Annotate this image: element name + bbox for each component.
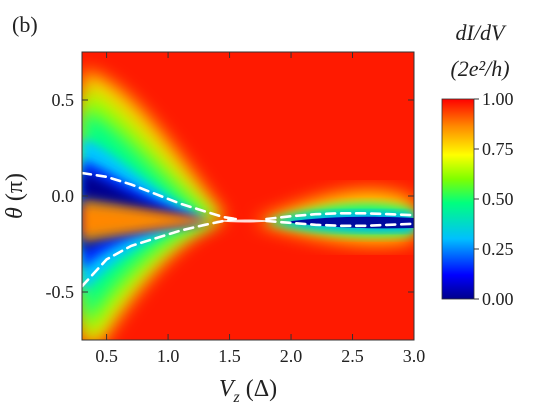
colorbar: dI/dV (2e²/h) 1.00 0.75 0.50 0.25 0.00 bbox=[441, 20, 514, 309]
panel-label: (b) bbox=[12, 12, 38, 37]
x-axis-label: Vz (Δ) bbox=[219, 376, 277, 406]
x-axis: 0.5 1.0 1.5 2.0 2.5 3.0 bbox=[95, 52, 425, 366]
colorbar-tick-label: 1.00 bbox=[482, 89, 514, 109]
colorbar-tick-label: 0.75 bbox=[482, 139, 514, 159]
dashed-curve bbox=[265, 212, 414, 221]
heatmap-left-lobe bbox=[82, 70, 225, 340]
x-tick-label: 0.5 bbox=[95, 346, 118, 366]
colorbar-tick-label: 0.25 bbox=[482, 239, 514, 259]
dashed-curve bbox=[82, 217, 237, 288]
y-tick-label: 0.5 bbox=[52, 90, 75, 110]
colorbar-gradient bbox=[441, 98, 475, 300]
y-tick-label: -0.5 bbox=[46, 282, 75, 302]
y-axis-label: θ (π) bbox=[2, 173, 28, 219]
x-tick-label: 2.0 bbox=[280, 346, 303, 366]
x-tick-label: 2.5 bbox=[341, 346, 364, 366]
colorbar-title-line2: (2e²/h) bbox=[450, 56, 509, 81]
dashed-curves bbox=[82, 171, 414, 288]
y-axis: 0.5 0.0 -0.5 bbox=[46, 90, 414, 302]
y-tick-label: 0.0 bbox=[52, 186, 75, 206]
x-tick-label: 1.0 bbox=[157, 346, 180, 366]
dashed-curve bbox=[265, 219, 414, 228]
colorbar-tick-label: 0.00 bbox=[482, 289, 514, 309]
dashed-curve bbox=[82, 171, 237, 221]
colorbar-tick-label: 0.50 bbox=[482, 189, 514, 209]
colorbar-ticks: 1.00 0.75 0.50 0.25 0.00 bbox=[474, 89, 514, 309]
x-tick-label: 3.0 bbox=[403, 346, 426, 366]
heatmap-plot-area bbox=[81, 51, 415, 341]
colorbar-title-line1: dI/dV bbox=[456, 20, 507, 45]
x-tick-label: 1.5 bbox=[218, 346, 241, 366]
